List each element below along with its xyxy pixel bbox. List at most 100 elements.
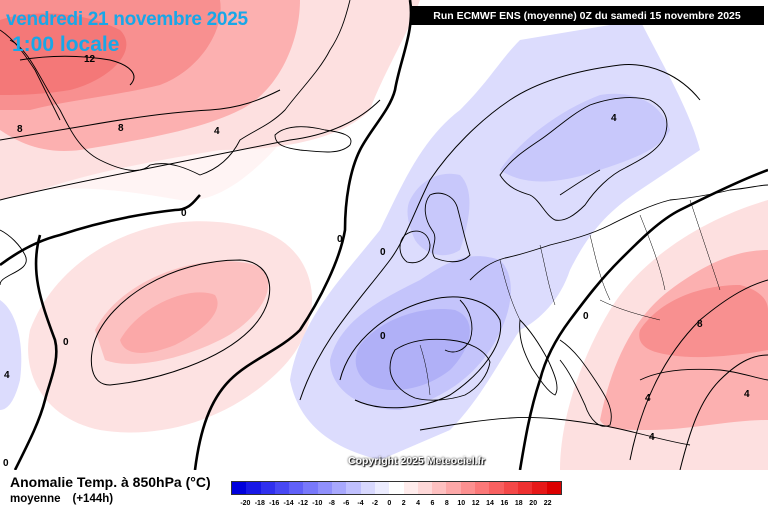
isoline-europe-cold [299,64,701,401]
legend-swatch [403,482,418,494]
legend-swatch [274,482,290,494]
scandinavia-coast [499,97,668,221]
contour-label-uk-0-south: 0 [380,331,386,342]
legend-tick-label: -18 [254,500,265,507]
run-info-banner: Run ECMWF ENS (moyenne) 0Z du samedi 15 … [410,6,764,25]
legend-swatch [446,482,461,494]
border-russia-ukraine [689,199,721,291]
legend-tick-label: 12 [471,500,480,507]
north-africa-coast [419,417,691,446]
contour-label-uk-0-north: 0 [380,247,386,258]
zero-isoline-main [193,0,413,470]
legend-swatch [389,482,404,494]
iceland-coast [274,126,352,153]
contour-label-east-4: 4 [744,389,750,400]
contour-label-greenland-4: 4 [214,126,220,137]
legend-tick-label: -2 [371,500,379,507]
coastlines [0,0,768,446]
greenland-warm-peak [0,13,127,95]
contour-label-bottom-left-0: 0 [3,458,9,469]
legend-swatch [232,482,247,494]
great-britain-coast [424,192,471,263]
contour-label-balkans-8: 8 [697,319,703,330]
isoline-atlantic-4 [90,259,271,386]
contour-label-greenland-12: 12 [84,54,96,65]
copyright-text: Copyright 2025 Meteociel.fr [348,455,486,467]
border-belarus-russia [639,214,666,291]
iberia-cold-max [355,309,470,390]
legend-tick-label: 14 [486,500,494,507]
legend-tick-label: 20 [529,500,538,507]
zero-isoline-east [518,168,768,470]
ireland-coast [399,230,431,264]
contour-label-alps-0: 0 [583,311,589,322]
legend-swatch [532,482,547,494]
map-subtitle: moyenne (+144h) [10,493,113,505]
legend-tick-label: 10 [457,500,466,507]
color-legend-ticks: -20 -18 -16 -14 -12 -10 -8 -6 -4 -2 0 2 4 6 8 10 12 14 16 1… [231,500,562,510]
legend-tick-label: 8 [444,500,449,507]
legend-swatch [503,482,518,494]
border-spain-portugal [419,344,431,396]
balkans-warm-max [639,285,768,358]
legend-swatch [317,482,333,494]
map-title: Anomalie Temp. à 850hPa (°C) [10,474,211,490]
legend-swatch [460,482,476,494]
border-france-germany [499,259,521,321]
legend-swatch [546,482,561,494]
color-legend [231,481,562,495]
legend-tick-label: 22 [543,500,552,507]
weather-map: 12 8 8 4 0 0 0 4 0 4 0 0 0 8 4 4 4 vendr… [0,0,768,470]
map-canvas: 12 8 8 4 0 0 0 4 0 4 0 0 0 8 4 4 4 [0,0,768,470]
legend-tick-label: -8 [328,500,335,507]
legend-tick-label: -20 [240,500,251,507]
legend-swatch [346,482,361,494]
zero-isoline-west [0,194,201,267]
border-carpathians [599,299,661,321]
legend-tick-label: -10 [312,500,323,507]
balkans-coast [559,339,612,427]
contour-label-labrador-0: 0 [181,208,187,219]
contour-label-atlantic-0-west: 0 [63,337,69,348]
legend-swatch [417,482,433,494]
legend-swatch [517,482,533,494]
forecast-date: vendredi 21 novembre 2025 [6,9,248,30]
contour-label-greenland-8-west: 8 [17,124,23,135]
contour-label-atlantic-0-mid: 0 [337,234,343,245]
legend-tick-label: 2 [401,500,406,507]
isoline-greenland-12 [19,55,135,86]
italy-coast [519,319,558,396]
legend-tick-label: -14 [283,500,294,507]
border-germany-poland [539,244,556,306]
map-subtitle-mode: moyenne [10,493,61,505]
france-west-coast [444,299,473,353]
legend-swatch [489,482,504,494]
legend-swatch [475,482,490,494]
border-poland-ukraine [589,234,611,301]
isolines [0,55,768,470]
north-europe-coast [469,184,768,281]
contour-label-greece-4: 4 [645,393,651,404]
atlantic-warm-max [120,292,218,354]
contour-label-greenland-8-mid: 8 [118,123,124,134]
turkey-coast [639,368,768,381]
legend-tick-label: 18 [514,500,523,507]
legend-tick-label: 6 [430,500,435,507]
legend-tick-label: -12 [297,500,309,507]
isoline-greenland-4 [0,99,381,201]
sweden-coast [559,169,601,196]
legend-swatch [332,482,347,494]
legend-swatch [289,482,304,494]
legend-swatch [303,482,318,494]
legend-tick-label: -6 [343,500,350,507]
greenland-coast [9,0,351,176]
forecast-time: 1:00 locale [12,33,120,56]
scandinavia-cold-area [500,93,670,182]
greenland-west-coast [0,29,61,121]
isoline-greenland-8 [0,89,281,141]
legend-tick-label: -4 [357,500,364,507]
legend-tick-label: 16 [500,500,509,507]
legend-tick-label: -16 [269,500,280,507]
isoline-east-4 [629,279,768,461]
legend-swatch [246,482,261,494]
